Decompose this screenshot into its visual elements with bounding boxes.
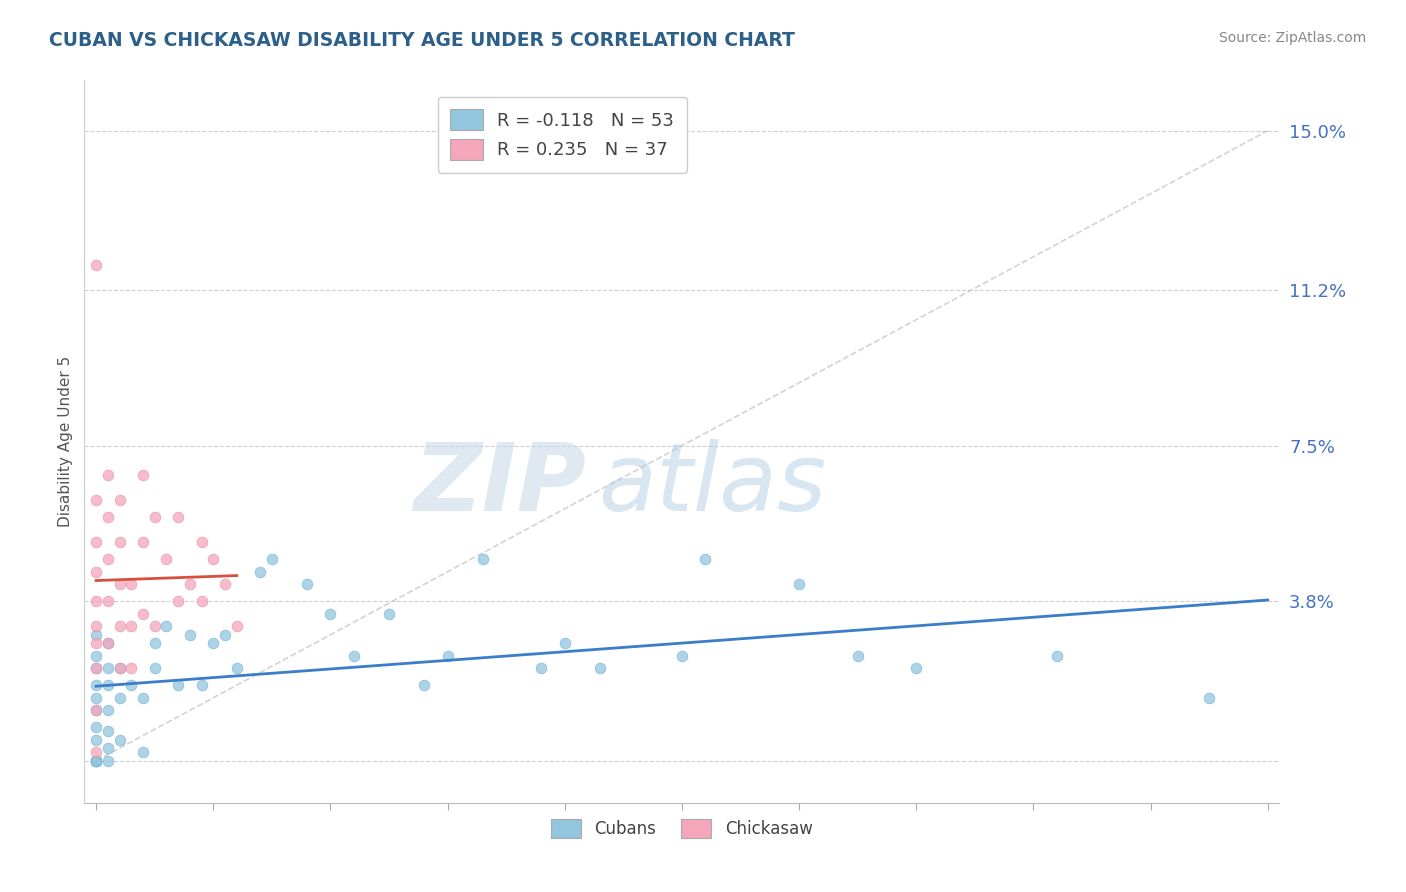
Point xyxy=(97,552,120,566)
Point xyxy=(436,648,458,663)
Point xyxy=(1046,648,1069,663)
Text: CUBAN VS CHICKASAW DISABILITY AGE UNDER 5 CORRELATION CHART: CUBAN VS CHICKASAW DISABILITY AGE UNDER … xyxy=(49,31,794,50)
Point xyxy=(905,661,928,675)
Point xyxy=(214,628,236,642)
Point xyxy=(132,535,155,549)
Point xyxy=(108,493,131,508)
Point xyxy=(846,648,869,663)
Point xyxy=(84,493,107,508)
Point xyxy=(108,535,131,549)
Point xyxy=(143,661,166,675)
Point xyxy=(225,619,247,633)
Point xyxy=(143,510,166,524)
Point xyxy=(132,690,155,705)
Point xyxy=(1198,690,1220,705)
Point xyxy=(84,619,107,633)
Point xyxy=(554,636,576,650)
Point xyxy=(84,258,107,272)
Point xyxy=(84,703,107,717)
Point xyxy=(343,648,366,663)
Point xyxy=(97,724,120,739)
Point xyxy=(695,552,717,566)
Point xyxy=(319,607,342,621)
Point xyxy=(108,661,131,675)
Point xyxy=(97,703,120,717)
Point xyxy=(97,636,120,650)
Point xyxy=(84,754,107,768)
Point xyxy=(84,745,107,759)
Point xyxy=(84,754,107,768)
Point xyxy=(378,607,401,621)
Point xyxy=(97,741,120,756)
Point xyxy=(249,565,271,579)
Point xyxy=(143,619,166,633)
Point xyxy=(84,703,107,717)
Point xyxy=(108,732,131,747)
Point xyxy=(84,648,107,663)
Point xyxy=(295,577,318,591)
Text: Source: ZipAtlas.com: Source: ZipAtlas.com xyxy=(1219,31,1367,45)
Text: atlas: atlas xyxy=(599,440,827,531)
Point xyxy=(471,552,494,566)
Point xyxy=(132,745,155,759)
Point xyxy=(84,628,107,642)
Point xyxy=(97,468,120,483)
Point xyxy=(84,661,107,675)
Point xyxy=(97,754,120,768)
Point xyxy=(97,678,120,692)
Point xyxy=(167,510,190,524)
Point xyxy=(97,636,120,650)
Point xyxy=(132,468,155,483)
Point xyxy=(120,678,142,692)
Point xyxy=(202,636,225,650)
Point xyxy=(97,510,120,524)
Point xyxy=(413,678,436,692)
Point xyxy=(120,619,142,633)
Point xyxy=(132,607,155,621)
Point xyxy=(190,594,212,608)
Point xyxy=(84,535,107,549)
Point xyxy=(84,661,107,675)
Point xyxy=(155,552,177,566)
Point xyxy=(84,754,107,768)
Text: ZIP: ZIP xyxy=(413,439,586,531)
Point xyxy=(97,594,120,608)
Point xyxy=(190,678,212,692)
Point xyxy=(108,690,131,705)
Point xyxy=(84,678,107,692)
Point xyxy=(84,720,107,734)
Point xyxy=(143,636,166,650)
Point xyxy=(225,661,247,675)
Point xyxy=(108,619,131,633)
Point xyxy=(787,577,810,591)
Point xyxy=(84,594,107,608)
Point xyxy=(120,577,142,591)
Point xyxy=(214,577,236,591)
Point xyxy=(97,661,120,675)
Point xyxy=(190,535,212,549)
Point xyxy=(167,594,190,608)
Point xyxy=(589,661,612,675)
Point xyxy=(671,648,693,663)
Point xyxy=(84,732,107,747)
Point xyxy=(120,661,142,675)
Legend: Cubans, Chickasaw: Cubans, Chickasaw xyxy=(544,813,820,845)
Point xyxy=(108,577,131,591)
Point xyxy=(155,619,177,633)
Point xyxy=(84,690,107,705)
Point xyxy=(260,552,283,566)
Point xyxy=(179,577,201,591)
Point xyxy=(84,565,107,579)
Y-axis label: Disability Age Under 5: Disability Age Under 5 xyxy=(58,356,73,527)
Point xyxy=(167,678,190,692)
Point xyxy=(108,661,131,675)
Point xyxy=(202,552,225,566)
Point xyxy=(84,754,107,768)
Point xyxy=(179,628,201,642)
Point xyxy=(530,661,553,675)
Point xyxy=(84,636,107,650)
